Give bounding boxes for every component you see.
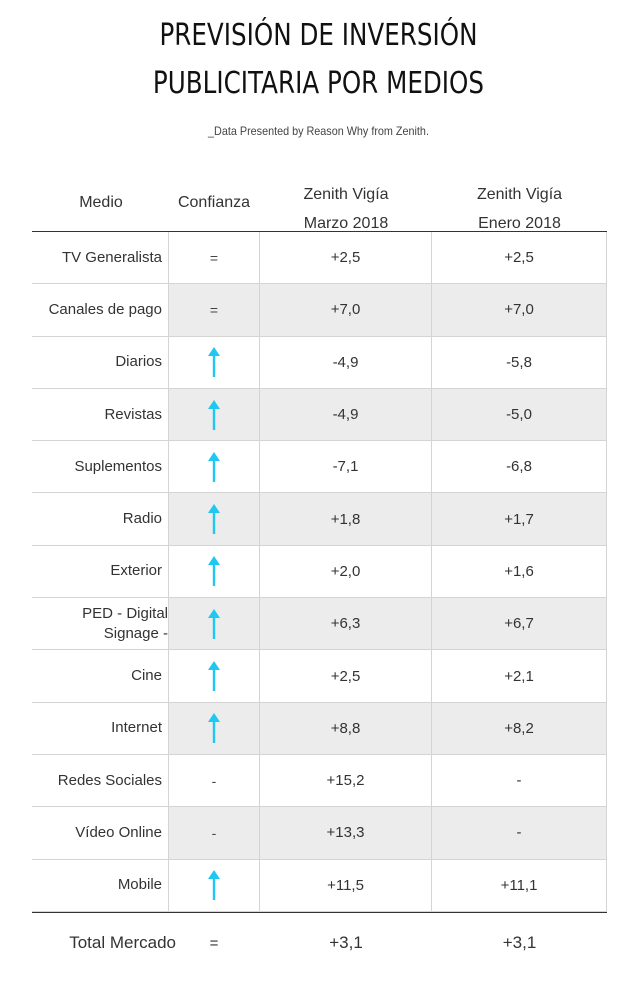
confianza-symbol: -: [211, 824, 217, 841]
table-row: Vídeo Online - +13,3-: [32, 807, 607, 860]
total-confianza: =: [209, 935, 219, 952]
marzo-value: +8,8: [260, 702, 432, 754]
medio-label: Redes Sociales: [57, 771, 162, 789]
table-row: Diarios -4,9 -5,8: [32, 336, 607, 389]
table-row: TV Generalista = +2,5 +2,5: [32, 232, 607, 285]
marzo-value: +6,3: [260, 598, 432, 650]
medio-label: Internet: [111, 719, 162, 737]
marzo-value: +2,5: [260, 232, 432, 284]
up-arrow-icon: [208, 347, 220, 378]
up-arrow-icon: [208, 713, 220, 744]
data-table: TV Generalista = +2,5 +2,5 Canales de pago = +…: [32, 232, 607, 912]
enero-value: +8,2: [432, 702, 607, 754]
marzo-value: +7,0: [260, 284, 432, 336]
confianza-cell: [168, 702, 260, 754]
confianza-cell: -: [168, 807, 260, 859]
medio-label: Vídeo Online: [75, 823, 162, 841]
table-row: Exterior +2,0 +1,6: [32, 545, 607, 599]
confianza-cell: [168, 598, 260, 650]
confianza-cell: [168, 441, 260, 493]
up-arrow-icon: [208, 870, 220, 901]
confianza-cell: =: [168, 284, 260, 336]
enero-value: -5,0: [432, 388, 607, 441]
up-arrow-icon: [208, 451, 220, 482]
up-arrow-icon: [208, 608, 220, 639]
medio-label: Exterior: [110, 562, 162, 580]
enero-value: +7,0: [432, 284, 607, 336]
table-row: Internet +8,8 +8,2: [32, 702, 607, 755]
total-enero-value: +3,1: [502, 933, 537, 952]
marzo-value: +15,2: [260, 754, 432, 807]
total-marzo-value: +3,1: [329, 933, 363, 952]
total-mercado-label: Total Mercado: [69, 933, 176, 952]
header-zenith-marzo: Zenith Vigía Marzo 2018: [260, 180, 432, 238]
table-row: Radio +1,8 +1,7: [32, 493, 607, 546]
marzo-value: +1,8: [260, 493, 432, 545]
marzo-value: -7,1: [260, 441, 432, 493]
chart-subtitle: _Data Presented by Reason Why from Zenit…: [208, 124, 429, 138]
medio-label: Canales de pago: [48, 300, 162, 318]
marzo-value: -4,9: [260, 336, 432, 388]
enero-value: +1,7: [432, 493, 607, 545]
header-zenith-marzo-line1: Zenith Vigía: [303, 186, 389, 203]
medio-label: Revistas: [104, 405, 162, 423]
confianza-symbol: =: [209, 249, 219, 266]
enero-value: -5,8: [432, 336, 607, 388]
table-row: Suplementos -7,1 -6,8: [32, 441, 607, 494]
up-arrow-icon: [208, 661, 220, 692]
marzo-value: +13,3: [260, 807, 432, 859]
table-row: Cine +2,5 +2,1: [32, 650, 607, 703]
medio-label: Cine: [131, 667, 162, 685]
table-top-rule: [32, 231, 607, 232]
confianza-cell: [168, 545, 260, 598]
header-zenith-marzo-line2: Marzo 2018: [303, 215, 389, 232]
table-row: PED - Digital Signage - +6,3 +6,7: [32, 598, 607, 651]
chart-title-line1: PREVISIÓN DE INVERSIÓN: [159, 18, 478, 53]
table-bottom-rule: [32, 912, 607, 913]
header-medio: Medio: [79, 194, 123, 211]
enero-value: +2,5: [432, 232, 607, 284]
marzo-value: +11,5: [260, 859, 432, 911]
marzo-value: +2,5: [260, 650, 432, 702]
up-arrow-icon: [208, 399, 220, 430]
medio-label: Suplementos: [74, 457, 162, 475]
table-row: Mobile +11,5 +11,1: [32, 859, 607, 912]
confianza-cell: =: [168, 232, 260, 284]
chart-title-line2: PUBLICITARIA POR MEDIOS: [152, 66, 485, 101]
table-row: Revistas -4,9 -5,0: [32, 388, 607, 442]
enero-value: -: [432, 807, 607, 859]
medio-label: Mobile: [117, 876, 162, 894]
confianza-cell: -: [168, 754, 260, 807]
table-row: Redes Sociales - +15,2-: [32, 754, 607, 808]
header-zenith-enero-line1: Zenith Vigía: [476, 186, 563, 203]
confianza-symbol: =: [209, 301, 219, 318]
marzo-value: +2,0: [260, 545, 432, 598]
enero-value: +6,7: [432, 598, 607, 650]
header-zenith-enero: Zenith Vigía Enero 2018: [432, 180, 607, 238]
medio-label: TV Generalista: [61, 248, 162, 266]
enero-value: +11,1: [432, 859, 607, 911]
confianza-cell: [168, 859, 260, 911]
up-arrow-icon: [208, 556, 220, 587]
header-confianza: Confianza: [177, 194, 251, 211]
confianza-cell: [168, 650, 260, 702]
medio-label: Diarios: [115, 353, 162, 371]
medio-label: PED - Digital Signage -: [82, 604, 168, 642]
enero-value: +2,1: [432, 650, 607, 702]
confianza-cell: [168, 493, 260, 545]
confianza-cell: [168, 388, 260, 441]
header-zenith-enero-line2: Enero 2018: [478, 215, 561, 232]
enero-value: -: [432, 754, 607, 807]
table-row: Canales de pago = +7,0 +7,0: [32, 284, 607, 337]
up-arrow-icon: [208, 504, 220, 535]
medio-label: Radio: [122, 510, 162, 528]
confianza-cell: [168, 336, 260, 388]
confianza-symbol: -: [211, 772, 217, 789]
marzo-value: -4,9: [260, 388, 432, 441]
enero-value: -6,8: [432, 441, 607, 493]
enero-value: +1,6: [432, 545, 607, 598]
